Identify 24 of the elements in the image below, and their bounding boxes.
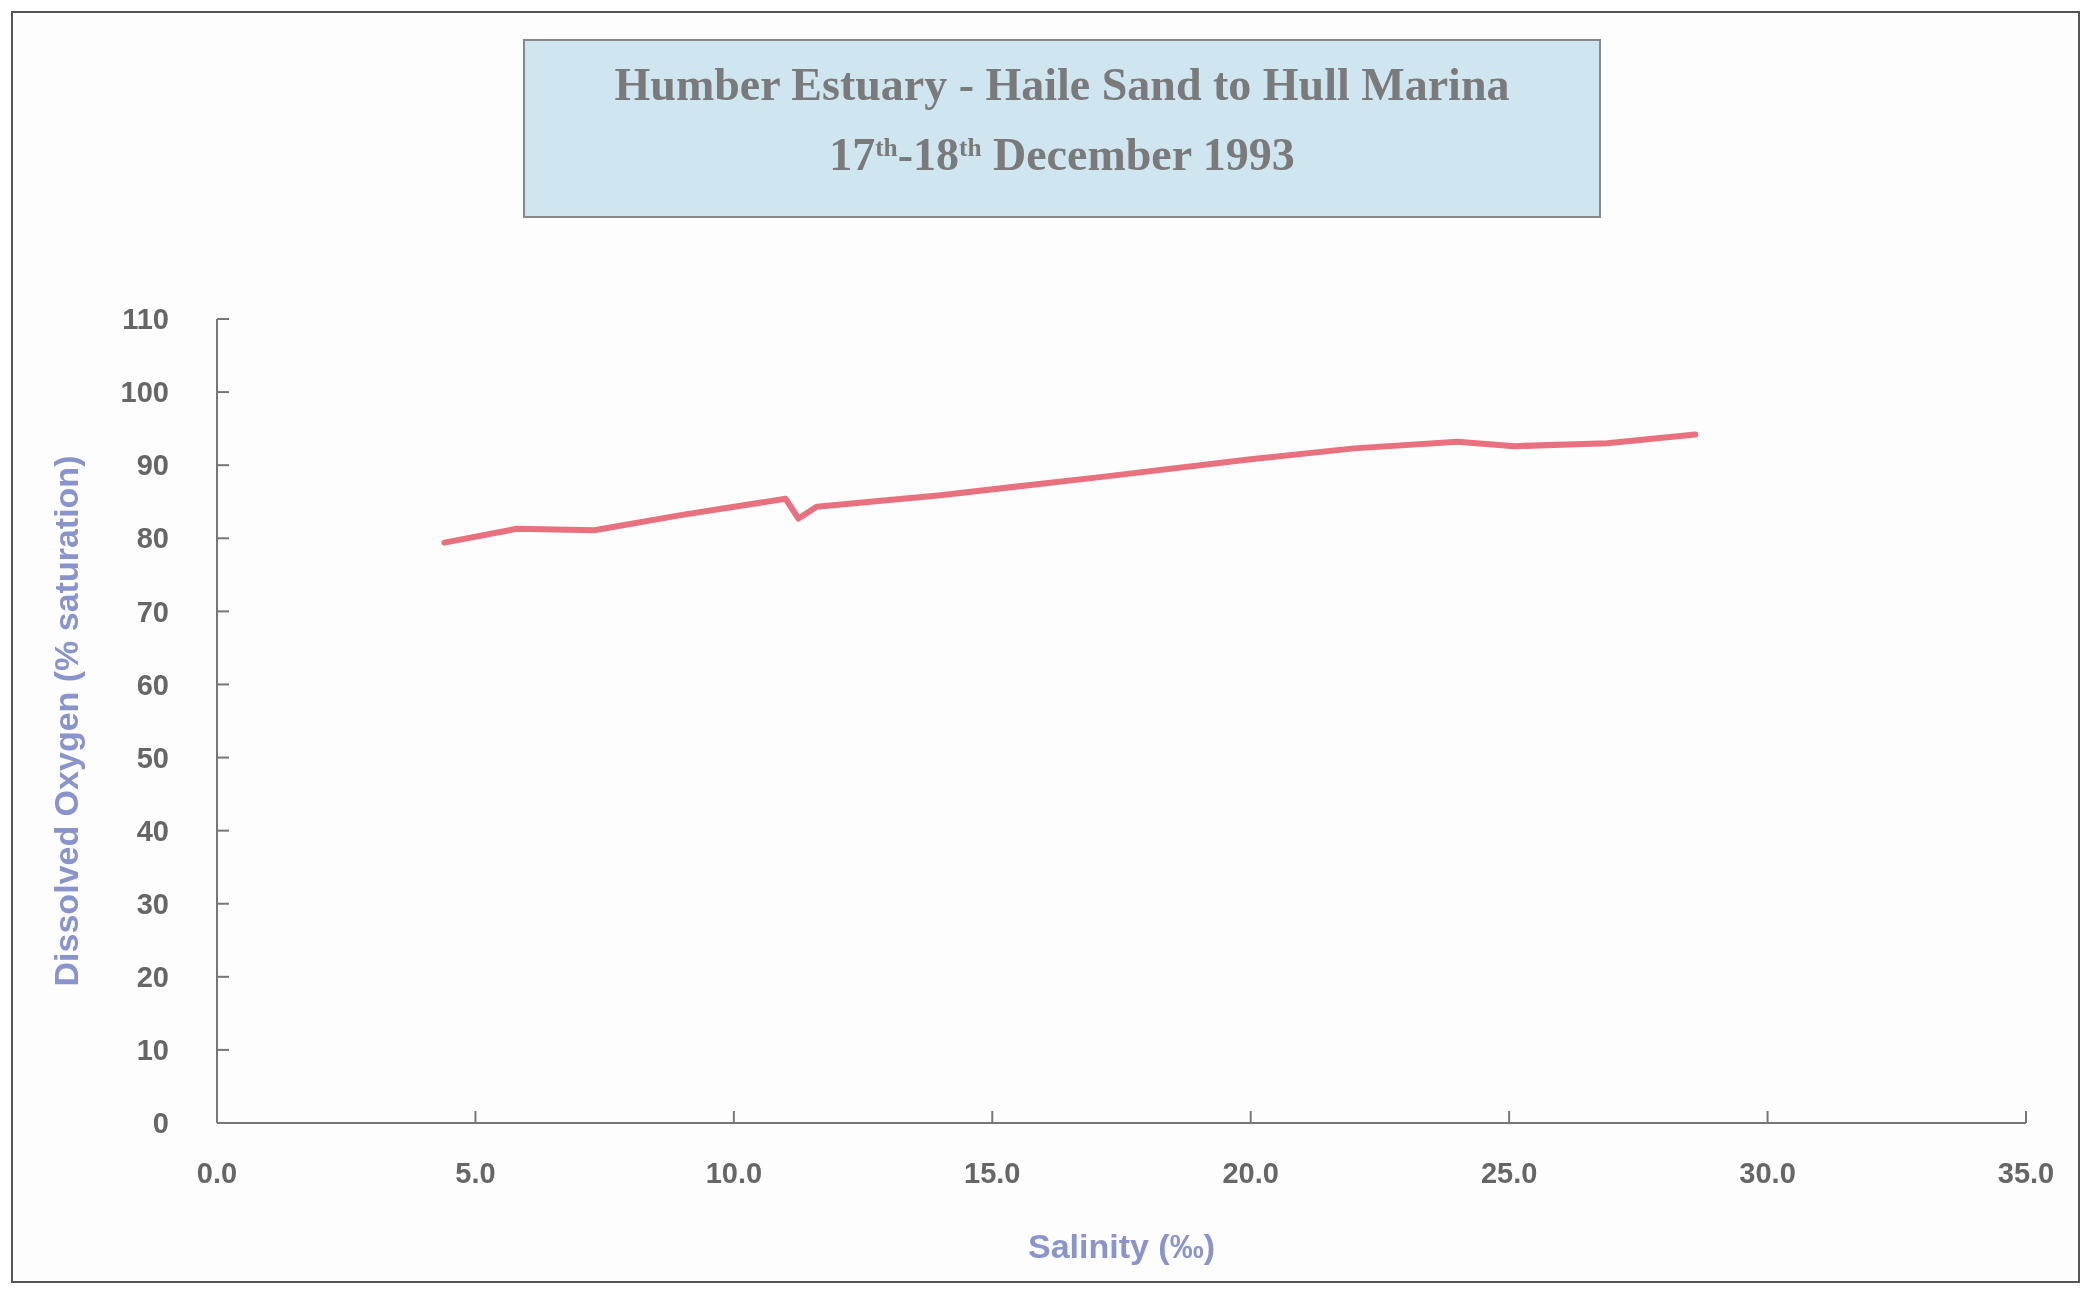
x-axis-title: Salinity (‰) [1027, 1227, 1216, 1265]
x-tick-label: 15.0 [964, 1157, 1021, 1189]
y-tick-label: 110 [122, 303, 169, 336]
x-tick-label: 25.0 [1480, 1157, 1538, 1189]
y-tick-label: 60 [136, 668, 169, 701]
chart-title: Humber Estuary - Haile Sand to Hull Marina [614, 59, 1510, 110]
y-tick-label: 50 [136, 741, 169, 774]
x-tick-label: 30.0 [1739, 1157, 1796, 1189]
x-tick-label: 0.0 [196, 1157, 238, 1189]
y-tick-label: 100 [120, 376, 169, 409]
y-tick-label: 0 [152, 1107, 169, 1140]
y-tick-label: 90 [136, 449, 169, 482]
x-tick-label: 20.0 [1222, 1157, 1279, 1189]
y-axis-title: Dissolved Oxygen (% saturation) [47, 455, 85, 987]
y-tick-label: 10 [136, 1034, 169, 1067]
x-tick-label: 5.0 [455, 1157, 496, 1189]
y-tick-label: 70 [136, 595, 169, 628]
y-tick-label: 40 [136, 814, 169, 847]
y-tick-label: 20 [136, 960, 169, 993]
y-tick-label: 80 [136, 522, 169, 555]
chart-subtitle: 17$^{th}$-18$^{th}$ December 1993 [829, 129, 1295, 180]
y-tick-label: 30 [136, 887, 169, 920]
x-tick-label: 10.0 [705, 1157, 763, 1189]
x-tick-label: 35.0 [1997, 1157, 2055, 1189]
